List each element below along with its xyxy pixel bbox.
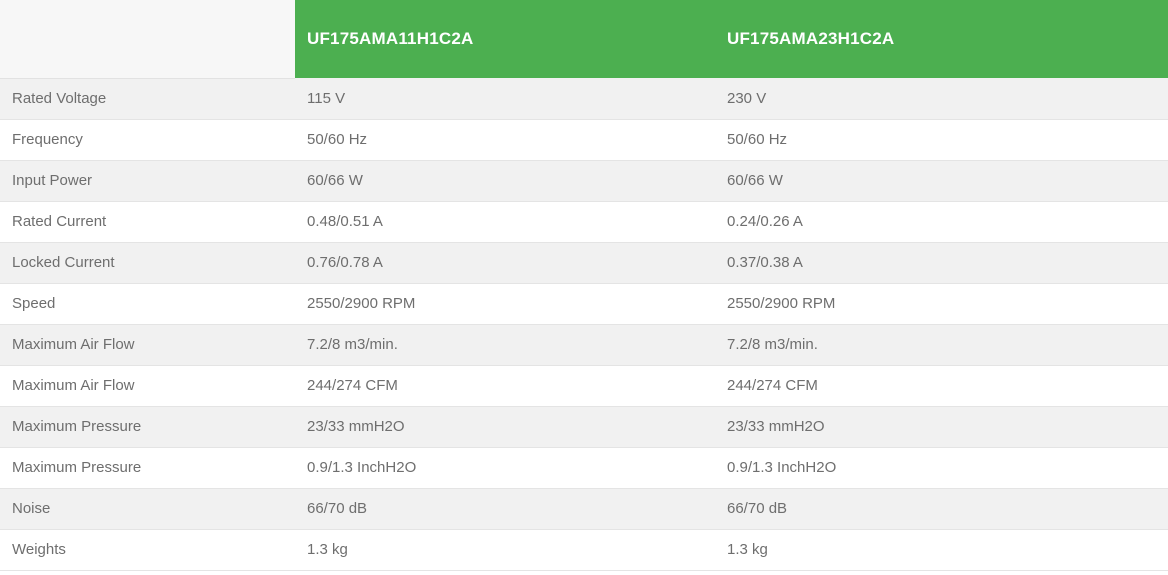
table-row: Weights 1.3 kg 1.3 kg xyxy=(0,529,1168,571)
spec-label: Rated Voltage xyxy=(0,78,295,120)
spec-value-model-1: 0.48/0.51 A xyxy=(295,201,715,243)
spec-label: Rated Current xyxy=(0,201,295,243)
spec-value-model-2: 23/33 mmH2O xyxy=(715,406,1168,448)
spec-value-model-2: 230 V xyxy=(715,78,1168,120)
spec-value-model-1: 7.2/8 m3/min. xyxy=(295,324,715,366)
spec-label: Maximum Pressure xyxy=(0,406,295,448)
spec-label: Frequency xyxy=(0,119,295,161)
spec-label: Maximum Air Flow xyxy=(0,365,295,407)
header-cell-blank xyxy=(0,0,295,79)
table-row: Rated Voltage 115 V 230 V xyxy=(0,78,1168,120)
table-row: Input Power 60/66 W 60/66 W xyxy=(0,160,1168,202)
table-row: Noise 66/70 dB 66/70 dB xyxy=(0,488,1168,530)
spec-value-model-1: 50/60 Hz xyxy=(295,119,715,161)
spec-label: Speed xyxy=(0,283,295,325)
table-row: Frequency 50/60 Hz 50/60 Hz xyxy=(0,119,1168,161)
spec-value-model-1: 0.76/0.78 A xyxy=(295,242,715,284)
spec-value-model-1: 60/66 W xyxy=(295,160,715,202)
spec-value-model-1: 2550/2900 RPM xyxy=(295,283,715,325)
table-body: Rated Voltage 115 V 230 V Frequency 50/60 Hz… xyxy=(0,78,1168,571)
spec-value-model-1: 23/33 mmH2O xyxy=(295,406,715,448)
table-row: Maximum Air Flow 7.2/8 m3/min. 7.2/8 m3/mi… xyxy=(0,324,1168,366)
spec-label: Locked Current xyxy=(0,242,295,284)
spec-value-model-1: 66/70 dB xyxy=(295,488,715,530)
table-row: Maximum Pressure 0.9/1.3 InchH2O 0.9/1.3 I… xyxy=(0,447,1168,489)
spec-value-model-2: 244/274 CFM xyxy=(715,365,1168,407)
table-row: Maximum Pressure 23/33 mmH2O 23/33 mmH2O xyxy=(0,406,1168,448)
spec-value-model-2: 2550/2900 RPM xyxy=(715,283,1168,325)
spec-value-model-1: 0.9/1.3 InchH2O xyxy=(295,447,715,489)
spec-value-model-2: 50/60 Hz xyxy=(715,119,1168,161)
spec-value-model-1: 1.3 kg xyxy=(295,529,715,571)
spec-label: Maximum Air Flow xyxy=(0,324,295,366)
spec-value-model-2: 66/70 dB xyxy=(715,488,1168,530)
header-cell-model-1: UF175AMA11H1C2A xyxy=(295,0,715,78)
spec-value-model-2: 0.24/0.26 A xyxy=(715,201,1168,243)
table-row: Maximum Air Flow 244/274 CFM 244/274 CFM xyxy=(0,365,1168,407)
header-row: UF175AMA11H1C2A UF175AMA23H1C2A xyxy=(0,0,1168,79)
header-cell-model-2: UF175AMA23H1C2A xyxy=(715,0,1168,78)
spec-label: Weights xyxy=(0,529,295,571)
table-header: UF175AMA11H1C2A UF175AMA23H1C2A xyxy=(0,0,1168,79)
table-row: Speed 2550/2900 RPM 2550/2900 RPM xyxy=(0,283,1168,325)
table-row: Locked Current 0.76/0.78 A 0.37/0.38 A xyxy=(0,242,1168,284)
spec-value-model-1: 115 V xyxy=(295,78,715,120)
spec-value-model-2: 0.9/1.3 InchH2O xyxy=(715,447,1168,489)
table-row: Rated Current 0.48/0.51 A 0.24/0.26 A xyxy=(0,201,1168,243)
spec-value-model-2: 7.2/8 m3/min. xyxy=(715,324,1168,366)
spec-label: Input Power xyxy=(0,160,295,202)
spec-value-model-2: 1.3 kg xyxy=(715,529,1168,571)
spec-label: Maximum Pressure xyxy=(0,447,295,489)
spec-value-model-2: 0.37/0.38 A xyxy=(715,242,1168,284)
spec-value-model-1: 244/274 CFM xyxy=(295,365,715,407)
spec-value-model-2: 60/66 W xyxy=(715,160,1168,202)
spec-label: Noise xyxy=(0,488,295,530)
